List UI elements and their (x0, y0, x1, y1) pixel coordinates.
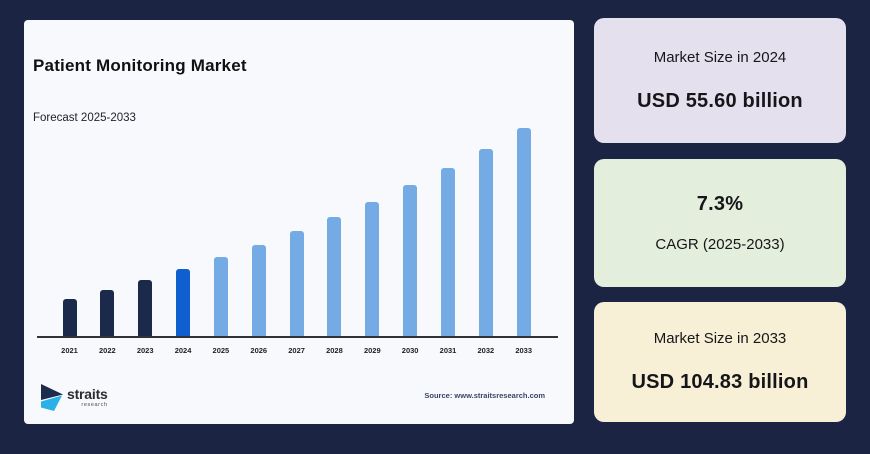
bar-2031: 2031 (440, 168, 456, 355)
logo-wordmark: straits research (67, 387, 108, 408)
bar-2026: 2026 (250, 245, 267, 355)
source-attribution: Source: www.straitsresearch.com (424, 391, 545, 400)
card-label: CAGR (2025-2033) (655, 236, 785, 253)
bar-2022: 2022 (99, 290, 116, 355)
x-tick-2030: 2030 (401, 346, 419, 355)
bar-2028: 2028 (326, 217, 343, 355)
bar-2021: 2021 (61, 299, 78, 355)
straits-logo-icon (41, 384, 63, 411)
market-size-2033-card: Market Size in 2033 USD 104.83 billion (594, 302, 846, 422)
bar-2024: 2024 (175, 269, 191, 355)
bar-2027: 2027 (288, 231, 305, 355)
bar-chart: 2021 2022 2023 2024 2025 2026 2027 2028 2029 2030… (37, 126, 558, 355)
market-size-2024-card: Market Size in 2024 USD 55.60 billion (594, 18, 846, 143)
logo-subtext: research (81, 402, 108, 408)
card-label: Market Size in 2024 (653, 48, 787, 66)
x-tick-2033: 2033 (515, 346, 533, 355)
card-label: Market Size in 2033 (653, 330, 787, 347)
x-tick-2029: 2029 (363, 346, 381, 355)
straits-logo: straits research (40, 383, 108, 411)
bar-2030: 2030 (402, 185, 418, 355)
x-tick-2031: 2031 (439, 346, 457, 355)
chart-panel: Patient Monitoring Market Forecast 2025-… (24, 20, 574, 424)
bar-2032: 2032 (478, 149, 494, 355)
card-value: USD 55.60 billion (637, 89, 803, 112)
x-tick-2027: 2027 (288, 346, 305, 355)
bar-2023: 2023 (137, 280, 154, 355)
x-tick-2028: 2028 (326, 346, 343, 355)
bar-2029: 2029 (364, 202, 381, 355)
card-value: 7.3% (696, 193, 744, 215)
bar-2033: 2033 (515, 128, 532, 355)
x-tick-2023: 2023 (136, 346, 154, 355)
forecast-subtitle: Forecast 2025-2033 (33, 112, 136, 124)
x-tick-2025: 2025 (212, 346, 230, 355)
x-tick-2032: 2032 (477, 346, 495, 355)
bar-2025: 2025 (213, 257, 229, 355)
logo-name: straits (67, 386, 108, 402)
card-value: USD 104.83 billion (631, 371, 809, 393)
x-tick-2021: 2021 (61, 346, 78, 355)
x-tick-2026: 2026 (250, 346, 268, 355)
x-tick-2024: 2024 (174, 346, 192, 355)
page-title: Patient Monitoring Market (33, 56, 247, 75)
cagr-card: 7.3% CAGR (2025-2033) (594, 159, 846, 287)
x-tick-2022: 2022 (99, 346, 116, 355)
